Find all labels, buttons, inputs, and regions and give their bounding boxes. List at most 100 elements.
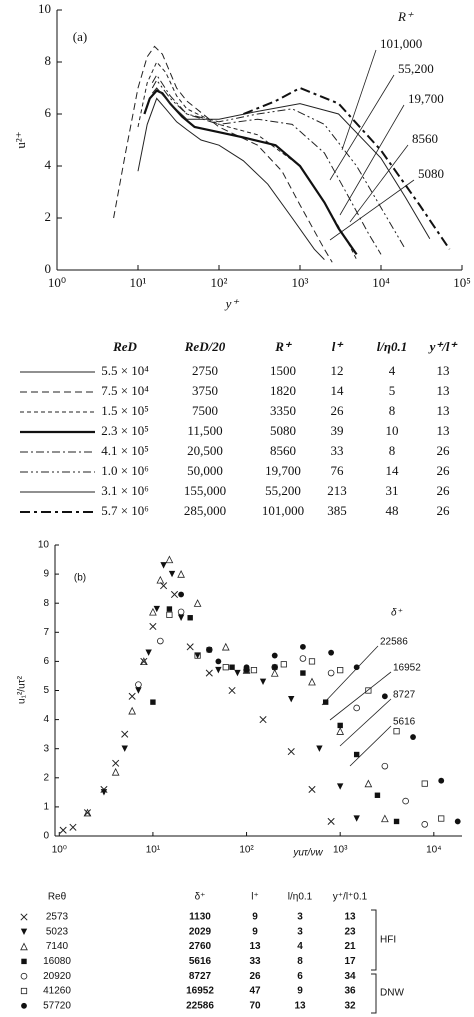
marker (288, 696, 295, 703)
table-cell: 4 (389, 363, 396, 378)
legend-label: 2.3 × 10⁵ (101, 423, 149, 438)
annotation: 101,000 (380, 36, 422, 51)
table-cell: 39 (331, 423, 344, 438)
table-cell: 20,500 (187, 443, 223, 458)
marker (316, 745, 323, 752)
marker (243, 664, 250, 671)
legend-label: 5.7 × 10⁶ (101, 503, 149, 518)
marker (111, 767, 120, 776)
leader-line (349, 144, 409, 223)
table-header: ReD/20 (184, 339, 226, 354)
group-bracket (371, 909, 377, 971)
leader-line (329, 179, 415, 241)
table-header: R⁺ (274, 339, 293, 354)
marker (454, 818, 461, 825)
table-cell: 26 (249, 971, 261, 982)
table-header: l⁺ (251, 892, 259, 903)
marker (100, 789, 108, 796)
annotation: 55,200 (398, 61, 434, 76)
leader-line (341, 49, 377, 151)
marker (393, 818, 400, 825)
legend-label: 5.5 × 10⁴ (101, 363, 149, 378)
marker (140, 657, 148, 665)
marker (128, 692, 136, 700)
y-axis-label: u²⁺ (13, 131, 28, 148)
marker (112, 759, 120, 767)
table-cell: 2760 (189, 941, 212, 952)
marker (271, 663, 279, 671)
annotation: 8727 (393, 690, 416, 701)
x-tick-label: 10¹ (146, 845, 161, 856)
x-axis-label: yuτ/νw (292, 848, 323, 859)
y-tick-label: 8 (43, 598, 49, 609)
table-cell: 8560 (270, 443, 296, 458)
annotation: 5080 (418, 166, 444, 181)
marker (221, 642, 230, 651)
series-line (151, 87, 431, 240)
table-cell: 21 (344, 941, 356, 952)
legend-label: 57720 (43, 1000, 71, 1011)
marker (336, 727, 345, 735)
x-tick-label: 10⁰ (52, 845, 67, 856)
table-cell: 33 (249, 956, 261, 967)
table-cell: 13 (437, 363, 450, 378)
group-label: HFI (380, 935, 396, 946)
y-tick-label: 0 (43, 831, 49, 842)
marker (69, 823, 77, 831)
marker (270, 668, 279, 677)
legend-marker (20, 987, 28, 995)
marker (150, 699, 156, 705)
table-cell: 50,000 (187, 463, 223, 478)
marker (135, 687, 142, 694)
table-cell: 26 (437, 503, 451, 518)
table-cell: 285,000 (184, 503, 226, 518)
table-cell: 13 (437, 383, 450, 398)
marker (421, 780, 428, 787)
marker (177, 614, 185, 621)
marker (337, 667, 344, 674)
table-cell: 9 (252, 912, 258, 923)
y-tick-label: 9 (43, 569, 49, 580)
y-tick-label: 5 (43, 685, 49, 696)
table-cell: 22586 (186, 1000, 214, 1011)
legend-label: 5023 (46, 926, 69, 937)
panel-b: 0 1 2 3 4 5 6 7 8 9 10 10⁰ 10¹ 10² 10³ 10⁴ yuτ/νw u₁²/uτ²… (17, 540, 462, 859)
legend-label: 16080 (43, 956, 71, 967)
marker (149, 622, 157, 631)
marker (121, 730, 129, 738)
marker (234, 669, 241, 677)
marker (59, 826, 67, 834)
table-cell: 3750 (192, 383, 218, 398)
marker (128, 706, 136, 715)
leader-line (329, 671, 392, 721)
marker (228, 686, 236, 695)
table-cell: 155,000 (184, 483, 226, 498)
annotation: 5616 (393, 717, 416, 728)
legend-marker (20, 913, 28, 921)
table-cell: 11,500 (187, 423, 222, 438)
legend-marker (20, 942, 28, 951)
marker (438, 815, 445, 822)
legend-label: 41260 (43, 986, 71, 997)
table-cell: 70 (249, 1000, 261, 1011)
marker (206, 647, 212, 653)
legend-marker (20, 928, 28, 935)
marker (259, 678, 267, 685)
table-cell: 7500 (192, 403, 218, 418)
table-header: Reθ (48, 892, 67, 903)
table-cell: 36 (344, 986, 356, 997)
y-tick-label: 7 (43, 627, 49, 638)
table-cell: 13 (437, 403, 450, 418)
table-cell: 26 (437, 443, 451, 458)
marker (160, 582, 168, 590)
y-axis-label: u₁²/uτ² (17, 675, 28, 704)
table-cell: 26 (331, 403, 345, 418)
series-line (113, 45, 333, 263)
table-cell: 1130 (189, 912, 211, 923)
table-cell: 13 (294, 1000, 306, 1011)
table-cell: 101,000 (262, 503, 304, 518)
table-cell: 10 (386, 423, 399, 438)
marker (194, 652, 201, 659)
table-cell: 8727 (189, 971, 212, 982)
table-cell: 31 (386, 483, 399, 498)
